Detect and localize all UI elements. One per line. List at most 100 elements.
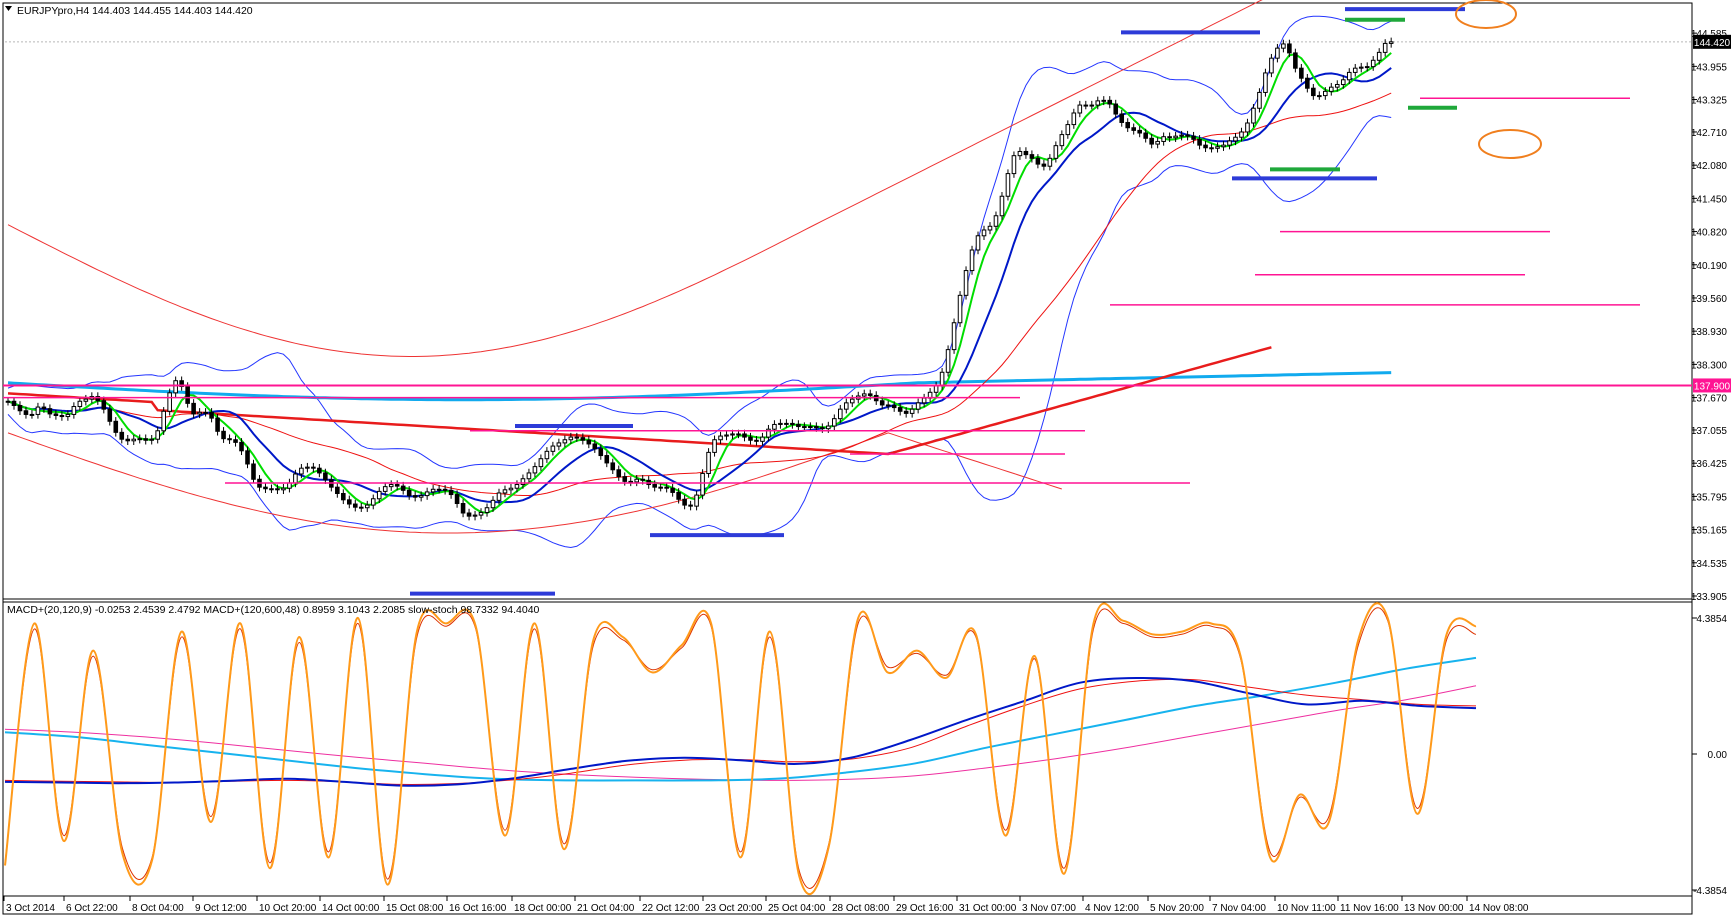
x-tick-label: 25 Oct 04:00 — [768, 903, 826, 914]
candle-body — [1209, 147, 1214, 150]
candle-body — [35, 406, 41, 415]
candle-body — [215, 417, 220, 432]
candle-body — [1376, 51, 1382, 61]
candle-body — [209, 411, 214, 419]
candle-body — [251, 463, 256, 480]
candle-body — [706, 451, 711, 474]
candle-body — [29, 413, 35, 416]
candle-body — [227, 438, 232, 441]
long-band-lower — [7, 432, 1062, 534]
highlight-circle — [1478, 129, 1542, 159]
candle-body — [1221, 144, 1226, 148]
candle-body — [754, 439, 759, 442]
x-tick-label: 4 Nov 12:00 — [1085, 903, 1139, 914]
candle-body — [1023, 150, 1029, 156]
candle-body — [1340, 79, 1346, 86]
sub-y-tick-label: 4.3854 — [1696, 614, 1727, 625]
x-tick-label: 28 Oct 08:00 — [832, 903, 890, 914]
candle-body — [556, 442, 562, 447]
candle-body — [1131, 127, 1136, 131]
candle-body — [826, 425, 831, 430]
oscillator-pane — [4, 602, 1477, 896]
candle-body — [347, 499, 352, 505]
last-price-tag-bg — [1693, 34, 1731, 49]
candle-body — [1382, 42, 1388, 53]
candle-body — [1275, 47, 1280, 59]
candle-body — [849, 398, 855, 404]
annotations — [3, 0, 1692, 596]
candle-body — [616, 469, 622, 478]
candle-body — [1011, 155, 1017, 175]
candle-body — [610, 462, 616, 471]
x-tick-label: 22 Oct 12:00 — [642, 903, 700, 914]
x-tick-label: 18 Oct 00:00 — [514, 903, 572, 914]
candle-body — [137, 438, 143, 441]
candle-body — [1251, 107, 1256, 124]
candle-body — [622, 476, 628, 482]
candle-body — [1137, 129, 1142, 134]
candle-body — [323, 472, 328, 481]
candle-body — [640, 478, 645, 481]
price-pane — [5, 0, 1692, 549]
candle-body — [951, 322, 957, 351]
candle-body — [293, 473, 298, 484]
x-tick-label: 21 Oct 04:00 — [577, 903, 635, 914]
candle-body — [233, 439, 238, 443]
candle-body — [430, 488, 436, 493]
candle-body — [1239, 131, 1244, 138]
candle-body — [766, 428, 771, 438]
y-tick-label: 140.190 — [1691, 261, 1728, 272]
candle-body — [843, 402, 849, 410]
candle-body — [1364, 66, 1370, 69]
candle-body — [131, 438, 137, 442]
candle-body — [179, 380, 184, 388]
candle-body — [101, 400, 107, 410]
candle-body — [580, 437, 586, 441]
candle-body — [502, 489, 508, 494]
candle-body — [490, 499, 496, 509]
candle-body — [1107, 99, 1113, 105]
candle-body — [891, 404, 897, 409]
candle-body — [167, 392, 172, 412]
candle-body — [903, 410, 909, 414]
candle-body — [1179, 134, 1184, 137]
candle-body — [544, 450, 550, 460]
y-tick-label: 143.325 — [1691, 96, 1728, 107]
candle-body — [1257, 91, 1262, 109]
x-tick-label: 8 Oct 04:00 — [132, 903, 184, 914]
candle-body — [1161, 136, 1166, 142]
candle-body — [376, 490, 382, 500]
candle-body — [796, 423, 801, 428]
candle-body — [1191, 135, 1196, 140]
candle-body — [1065, 124, 1071, 136]
dropdown-triangle-icon[interactable] — [5, 6, 12, 11]
candle-body — [963, 270, 969, 296]
candle-body — [1071, 112, 1077, 126]
candle-body — [957, 294, 963, 324]
candle-body — [1119, 113, 1125, 123]
candle-body — [1358, 66, 1364, 69]
level-price-tag-bg — [1693, 378, 1731, 393]
y-tick-label: 138.930 — [1691, 327, 1728, 338]
x-tick-label: 14 Oct 00:00 — [322, 903, 380, 914]
candle-body — [1053, 145, 1059, 159]
candle-body — [748, 436, 753, 441]
candle-body — [999, 195, 1005, 217]
candle-body — [718, 435, 723, 441]
candle-body — [125, 438, 131, 442]
y-tick-label: 141.450 — [1691, 194, 1728, 205]
candle-body — [1263, 72, 1268, 93]
candle-body — [1113, 103, 1119, 115]
candle-body — [442, 488, 448, 491]
x-tick-label: 15 Oct 08:00 — [386, 903, 444, 914]
candle-body — [299, 467, 304, 475]
candle-body — [1299, 67, 1304, 79]
candle-body — [694, 494, 699, 507]
candle-body — [1287, 43, 1292, 54]
candle-body — [281, 487, 286, 491]
y-tick-label: 139.560 — [1691, 294, 1728, 305]
macd-long-line — [4, 656, 1477, 782]
candle-body — [454, 494, 460, 505]
